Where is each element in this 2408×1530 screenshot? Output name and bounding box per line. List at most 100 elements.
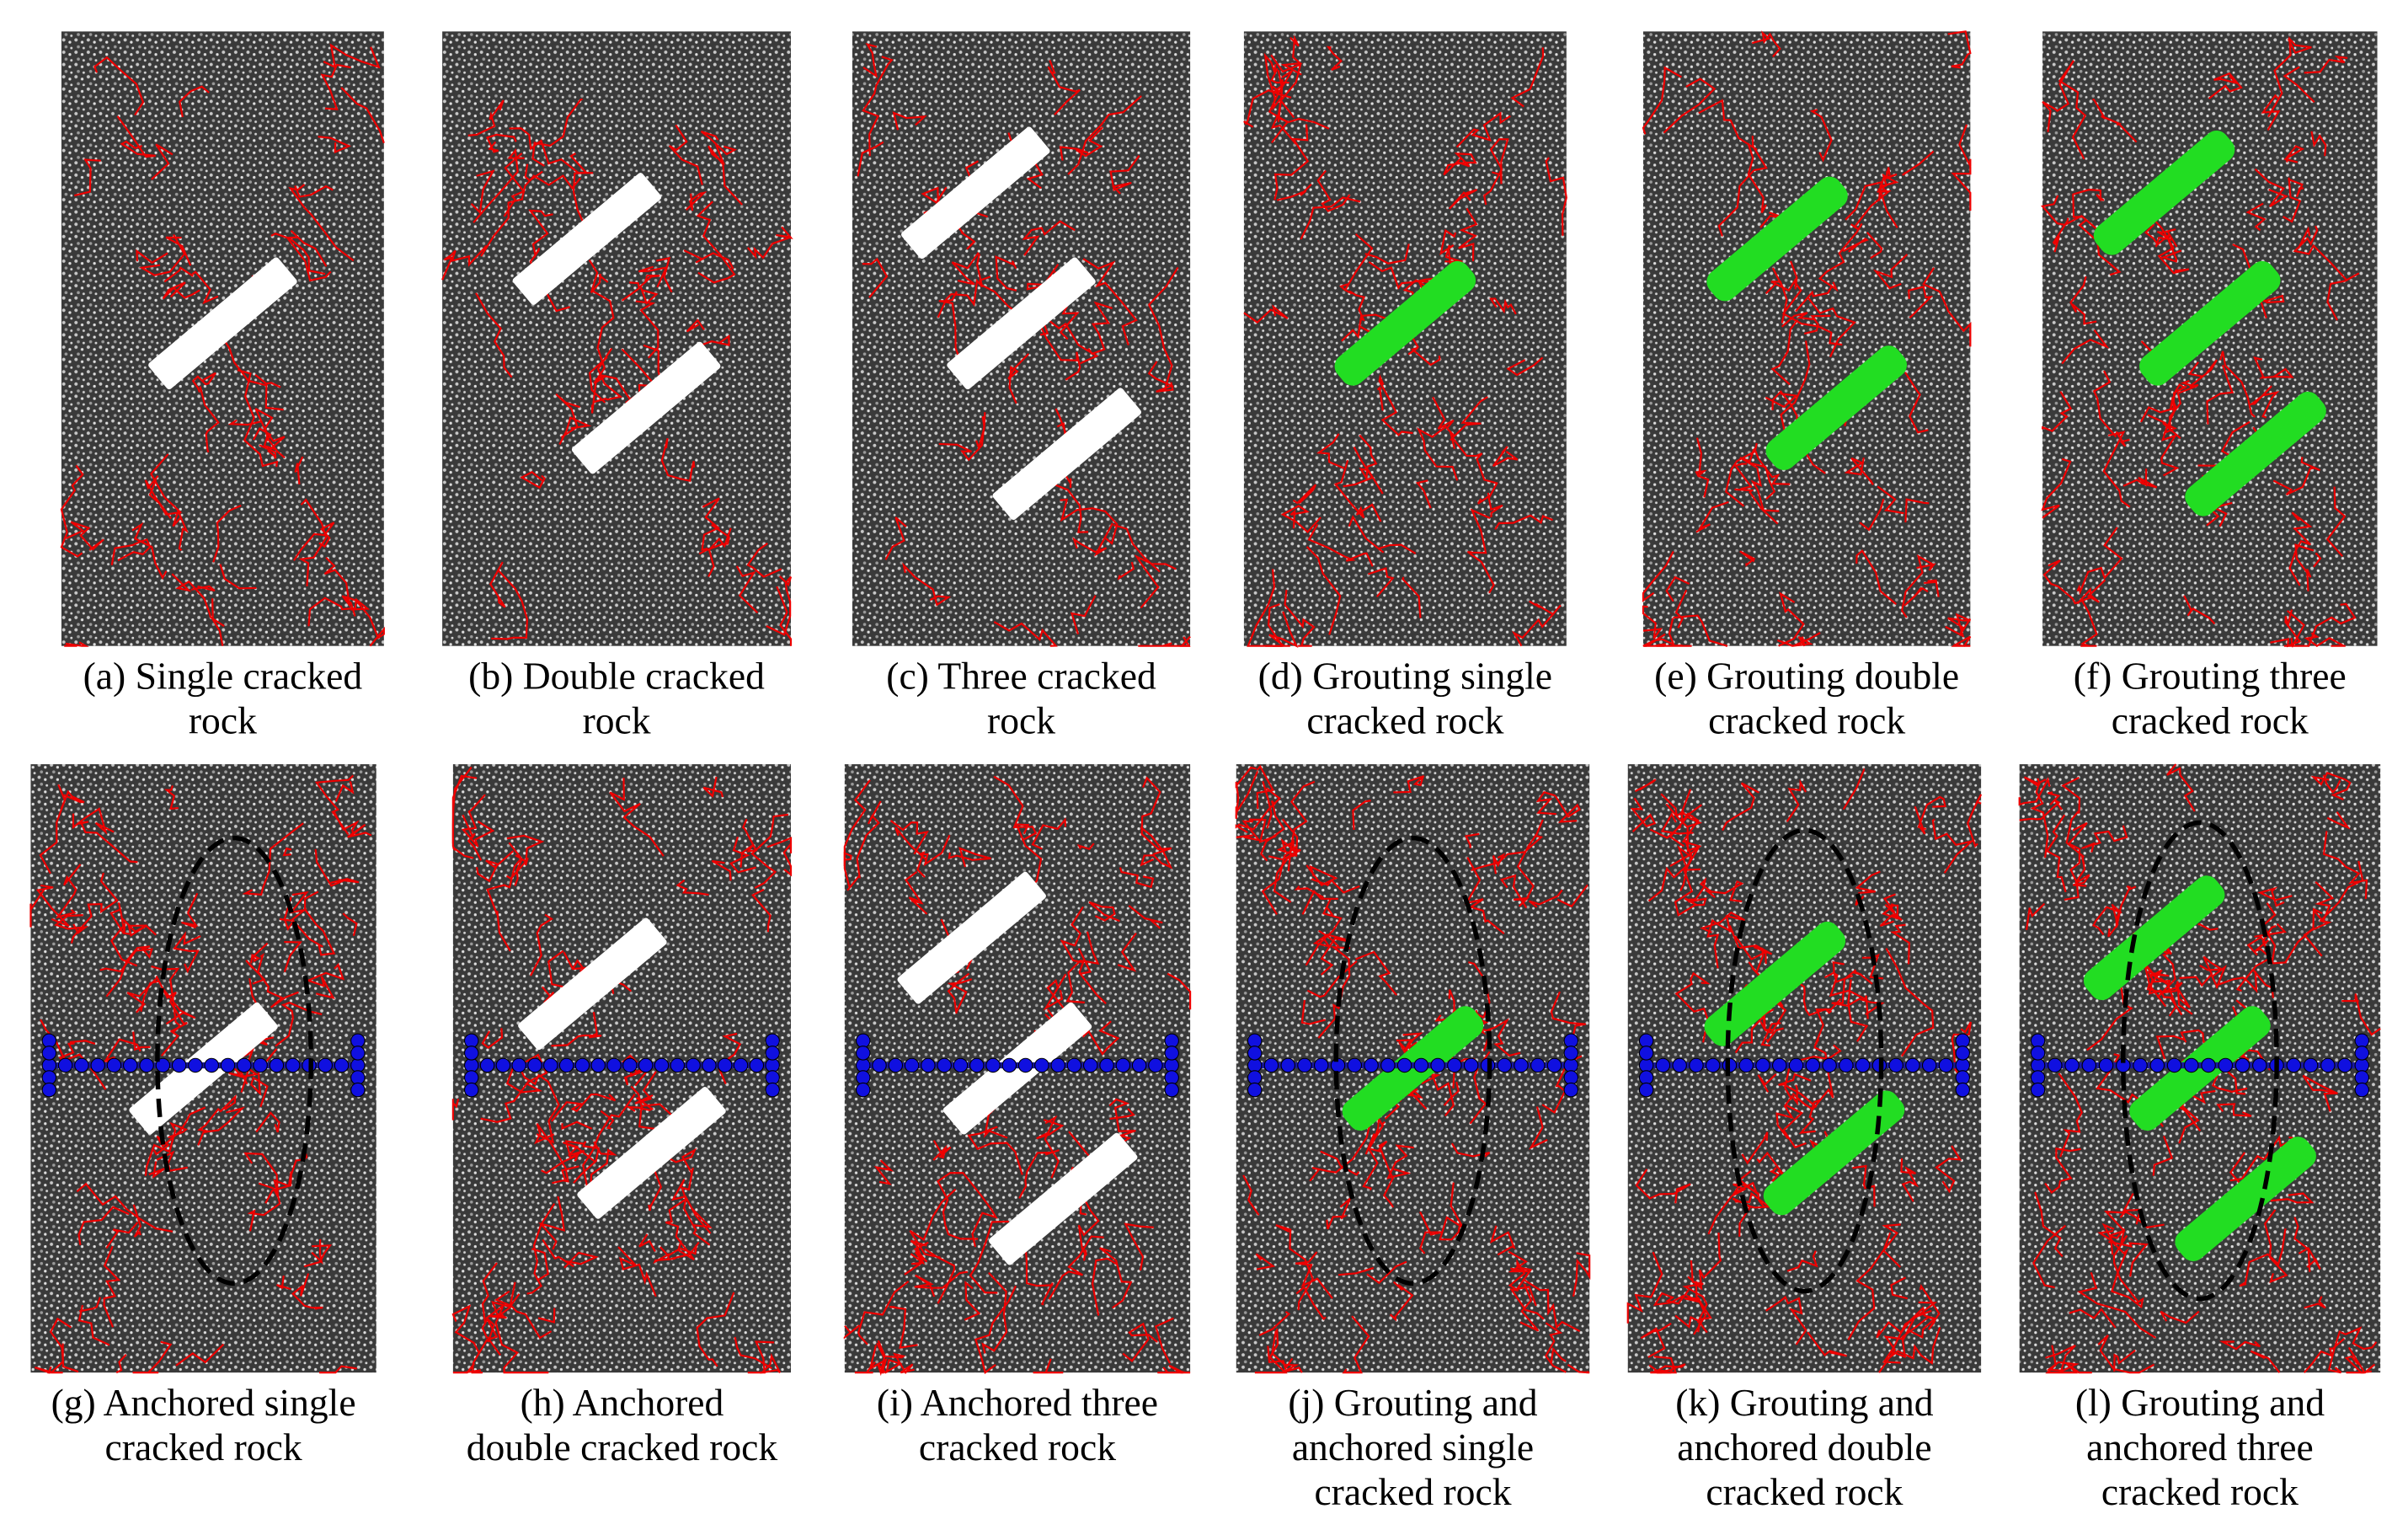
crack [1757,1073,1777,1093]
crack [171,573,225,628]
crack [1535,790,1556,816]
anchor-node [2064,1057,2080,1073]
crack [1660,812,1694,835]
anchor-node [969,1057,985,1073]
crack [1378,543,1417,555]
crack [1309,1121,1371,1182]
anchor-node [1083,1057,1098,1073]
panel [2018,763,2381,1374]
anchor-node [1788,1057,1804,1073]
crack [1047,60,1081,115]
crack [776,586,793,646]
crack [894,827,928,862]
anchor-node [1447,1057,1462,1073]
crack [975,412,986,452]
crack [1842,237,1869,253]
crack [1256,764,1275,810]
anchor-node [1563,1057,1579,1073]
anchor-node [155,1057,171,1073]
crack [1031,817,1067,850]
crack [969,1220,1009,1294]
crack [696,201,736,284]
crack [294,185,334,198]
crack [2253,356,2294,379]
crack [1386,1144,1414,1180]
crack [948,847,991,868]
crack [2261,94,2281,131]
crack [333,811,372,838]
crack [1359,434,1384,495]
crack [2034,1191,2064,1258]
crack [2297,226,2311,249]
crack [1254,1328,1288,1374]
crack [1033,1358,1064,1374]
crack [1292,484,1317,505]
crack [1261,845,1298,915]
anchor-end [1638,1082,1654,1098]
crack [617,1246,657,1297]
crack [2304,632,2346,648]
anchor-node [1772,1057,1787,1073]
crack [451,1098,460,1121]
crack [1550,1346,1567,1363]
flaw [947,257,1096,390]
crack [2019,799,2063,821]
crack [2254,923,2288,938]
anchor-node [1638,1057,1654,1073]
crack [58,1040,96,1068]
crack [1364,243,1410,265]
crack [1243,88,1292,128]
crack [480,1053,548,1123]
crack [105,1222,139,1249]
crack [132,1204,142,1238]
crack [1124,1222,1154,1271]
anchor-node [1247,1057,1263,1073]
crack [524,163,543,182]
crack [675,879,709,896]
panel-caption: cracked rock [1706,1470,1903,1513]
anchor-node [733,1057,749,1073]
crack [1082,258,1138,346]
crack [746,543,782,578]
crack [247,1171,292,1232]
crack [592,347,623,404]
crack [1167,972,1192,1010]
crack [964,1281,981,1321]
grouted-flaw [2083,875,2225,1000]
cracks [1642,30,1972,647]
crack [1007,353,1030,404]
crack [1879,893,1903,927]
crack [1879,173,1898,228]
crack [1275,1224,1314,1311]
crack [243,1152,280,1198]
crack [529,913,553,976]
crack [2270,1192,2315,1204]
crack [1402,576,1422,618]
crack [2326,272,2360,321]
anchor-node [41,1057,57,1073]
crack [2156,230,2182,263]
anchor-node [237,1057,252,1073]
crack [60,789,85,809]
anchor-node [1263,1057,1279,1073]
crack [902,562,952,607]
anchor-end [1955,1033,1970,1049]
crack [1044,1115,1060,1179]
crack [2251,968,2274,998]
panel-caption: (i) Anchored three [877,1381,1158,1424]
anchor-node [1148,1057,1163,1073]
crack [109,908,131,935]
crack [509,1281,553,1340]
crack [2248,385,2280,419]
crack [1477,495,1503,517]
crack [1951,635,1972,647]
crack [1087,301,1113,356]
crack [1140,827,1173,869]
crack [39,784,67,875]
crack [1417,425,1459,481]
anchor-node [1463,1057,1479,1073]
anchor-end [1563,1033,1579,1049]
crack [311,1238,323,1265]
crack [29,888,45,928]
crack [668,124,703,185]
